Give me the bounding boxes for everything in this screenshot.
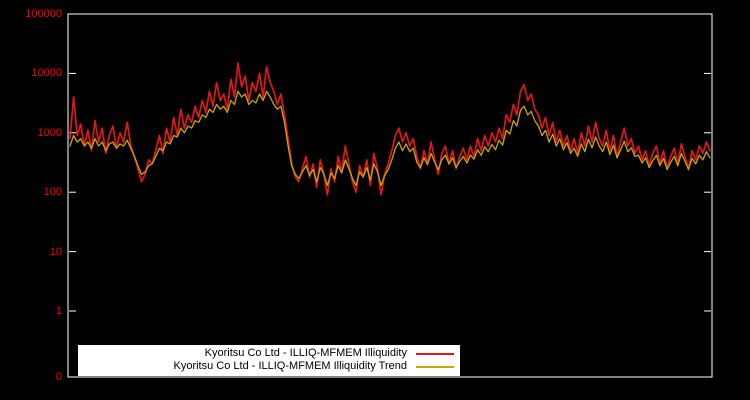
plot-border — [67, 13, 713, 378]
y-tick-label: 0 — [55, 371, 62, 383]
legend-line-sample-trend — [416, 365, 454, 368]
series-illiquidity-line — [69, 62, 711, 196]
legend: Kyoritsu Co Ltd - ILLIQ-MFMEM Illiquidit… — [78, 345, 460, 376]
legend-item: Kyoritsu Co Ltd - ILLIQ-MFMEM Illiquidit… — [84, 360, 454, 373]
y-tick-label: 10 — [49, 245, 62, 258]
y-tick-label: 1000 — [37, 126, 62, 139]
legend-line-sample-illiquidity — [416, 352, 454, 355]
y-tick-label: 10000 — [31, 67, 62, 80]
legend-label: Kyoritsu Co Ltd - ILLIQ-MFMEM Illiquidit… — [173, 360, 407, 372]
y-tick-label: 1 — [55, 305, 62, 317]
series-trend-line — [69, 90, 711, 187]
y-tick-label: 100 — [43, 186, 62, 199]
legend-label: Kyoritsu Co Ltd - ILLIQ-MFMEM Illiquidit… — [204, 347, 407, 359]
legend-item: Kyoritsu Co Ltd - ILLIQ-MFMEM Illiquidit… — [84, 347, 454, 360]
y-tick-label: 100000 — [25, 8, 62, 20]
